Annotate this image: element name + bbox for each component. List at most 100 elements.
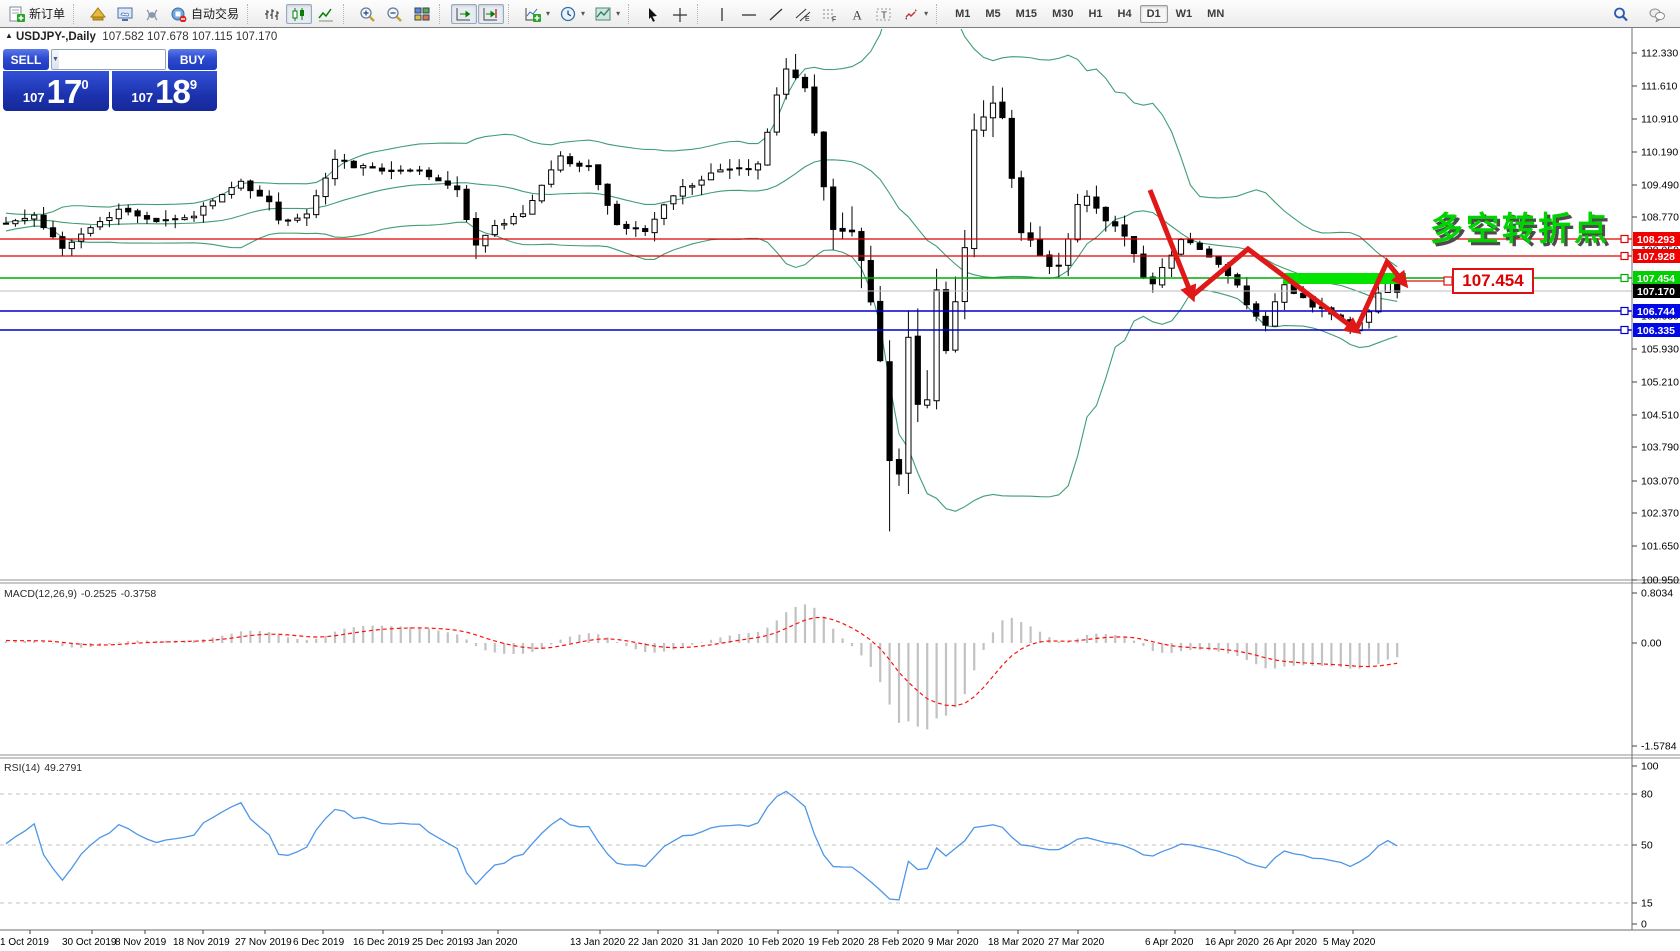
buy-price-display[interactable]: 107 18 9 [111,71,217,111]
svg-text:9 Mar 2020: 9 Mar 2020 [928,937,979,948]
bar-chart-button[interactable] [259,4,285,24]
timeframe-button-M1[interactable]: M1 [955,7,971,20]
chart-canvas[interactable]: 112.330 111.610 110.910 110.190 109.490 108.7… [0,28,1680,951]
chart-title: USDJPY-,Daily 107.582 107.678 107.115 10… [16,31,277,43]
dropdown-arrow-icon[interactable]: ▾ [924,9,929,18]
periods-icon [559,6,577,22]
vertical-line-button[interactable] [709,4,735,24]
trendline-button[interactable] [763,4,789,24]
timeframe-button-H1[interactable]: H1 [1088,7,1103,20]
horizontal-line-button[interactable] [736,4,762,24]
text-label-button[interactable]: T [871,4,897,24]
svg-text:110.190: 110.190 [1641,147,1678,159]
sell-price-main: 17 [46,73,83,110]
main-price-pane[interactable] [0,28,1632,532]
svg-text:13 Jan 2020: 13 Jan 2020 [570,937,625,948]
svg-text:1 Oct 2019: 1 Oct 2019 [0,937,49,948]
svg-text:-1.5784: -1.5784 [1641,741,1677,753]
svg-text:8 Nov 2019: 8 Nov 2019 [115,937,167,948]
cursor-button[interactable] [640,4,666,24]
trend-zigzag-arrow-1[interactable] [1147,189,1197,303]
community-chat-button[interactable] [1644,4,1670,24]
buy-button[interactable]: BUY [168,49,217,70]
timeframe-button-M30[interactable]: M30 [1052,7,1074,20]
level-end-marker[interactable] [1620,306,1629,316]
timeframe-button-W1[interactable]: W1 [1175,7,1193,20]
svg-text:0: 0 [1641,919,1647,931]
level-end-marker[interactable] [1620,251,1629,261]
search-symbols-button[interactable] [1608,4,1634,24]
macd-signal-line [5,616,1398,707]
price-tag-anchor-square[interactable] [1443,276,1453,286]
new-order-button[interactable]: 新订单 [4,4,69,24]
price-chip-106.744: 106.744 [1633,304,1680,318]
level-end-marker[interactable] [1620,273,1629,283]
svg-text:105.210: 105.210 [1641,377,1679,389]
macd-pane[interactable] [4,604,1399,730]
zoom-in-icon [359,6,377,22]
price-tag-annotation[interactable]: 107.454 [1452,268,1534,294]
community-chat-icon [1648,6,1666,23]
line-chart-button[interactable] [313,4,339,24]
svg-text:6 Dec 2019: 6 Dec 2019 [293,937,345,948]
chart-style-icon [89,6,107,22]
signals-button[interactable] [139,4,165,24]
new-order-button-label: 新订单 [29,7,66,21]
indicators-button[interactable]: ▾ [520,4,554,24]
line-chart-icon [317,6,335,22]
volume-input[interactable] [58,50,165,69]
sell-button[interactable]: SELL [3,49,49,70]
svg-text:10 Feb 2020: 10 Feb 2020 [748,937,805,948]
auto-scroll-button[interactable] [451,3,478,24]
toolbar: 新订单 自动交易 ▾ ▾ ▾ E F A T ▾ M1 M5 M15 M30 H1 H4 D1 W1 MN [0,0,1680,28]
dropdown-arrow-icon[interactable]: ▾ [581,9,586,18]
vertical-line-icon [713,6,731,22]
support-band-annotation[interactable] [1283,273,1406,284]
svg-text:E: E [805,16,810,22]
tile-windows-button[interactable] [409,4,435,24]
volume-decrease-button[interactable]: ▼ [52,50,59,69]
svg-text:106.744: 106.744 [1637,306,1675,318]
timeframe-button-M15[interactable]: M15 [1015,7,1038,20]
turning-point-annotation[interactable]: 多空转折点 [1430,210,1610,247]
templates-button[interactable]: ▾ [590,4,624,24]
periods-button[interactable]: ▾ [555,4,589,24]
timeframe-button-H4[interactable]: H4 [1117,7,1132,20]
chart-style-button[interactable] [85,4,111,24]
candlestick-chart-button[interactable] [286,3,313,24]
svg-text:26 Apr 2020: 26 Apr 2020 [1263,937,1317,948]
panel-collapse-arrow[interactable]: ▲ [5,31,13,40]
svg-text:18 Nov 2019: 18 Nov 2019 [173,937,230,948]
trend-zigzag-arrow-2[interactable] [1190,245,1362,335]
auto-trading-icon [170,6,188,22]
svg-text:19 Feb 2020: 19 Feb 2020 [808,937,865,948]
svg-text:30 Oct 2019: 30 Oct 2019 [62,937,117,948]
timeframe-button-D1[interactable]: D1 [1139,4,1168,23]
dropdown-arrow-icon[interactable]: ▾ [546,9,551,18]
level-end-marker[interactable] [1620,234,1629,244]
svg-text:107.454: 107.454 [1637,273,1675,285]
zoom-in-button[interactable] [355,4,381,24]
sell-price-display[interactable]: 107 17 0 [3,71,109,111]
text-label-icon: T [875,6,893,22]
chart-shift-button[interactable] [478,3,505,24]
timeframe-button-MN[interactable]: MN [1207,7,1225,20]
fibonacci-button[interactable]: F [817,4,843,24]
svg-text:100: 100 [1641,761,1659,773]
charts-window-button[interactable] [112,4,138,24]
buy-price-pip: 9 [189,77,198,92]
rsi-value: 49.2791 [44,762,83,774]
trend-zigzag-arrow-3[interactable] [1353,257,1409,332]
text-button[interactable]: A [844,4,870,24]
chart-shift-icon [482,6,500,22]
level-end-marker[interactable] [1620,325,1629,335]
dropdown-arrow-icon[interactable]: ▾ [616,9,621,18]
channel-button[interactable]: E [790,4,816,24]
crosshair-button[interactable] [667,4,693,24]
timeframe-button-M5[interactable]: M5 [985,7,1001,20]
rsi-pane[interactable] [0,790,1632,904]
arrows-button[interactable]: ▾ [898,4,932,24]
zoom-out-button[interactable] [382,4,408,24]
auto-trading-button[interactable]: 自动交易 [166,4,243,24]
